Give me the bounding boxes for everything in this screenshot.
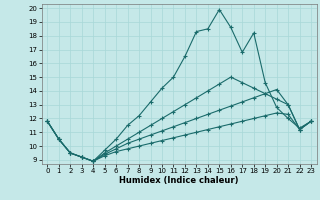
X-axis label: Humidex (Indice chaleur): Humidex (Indice chaleur) — [119, 176, 239, 185]
